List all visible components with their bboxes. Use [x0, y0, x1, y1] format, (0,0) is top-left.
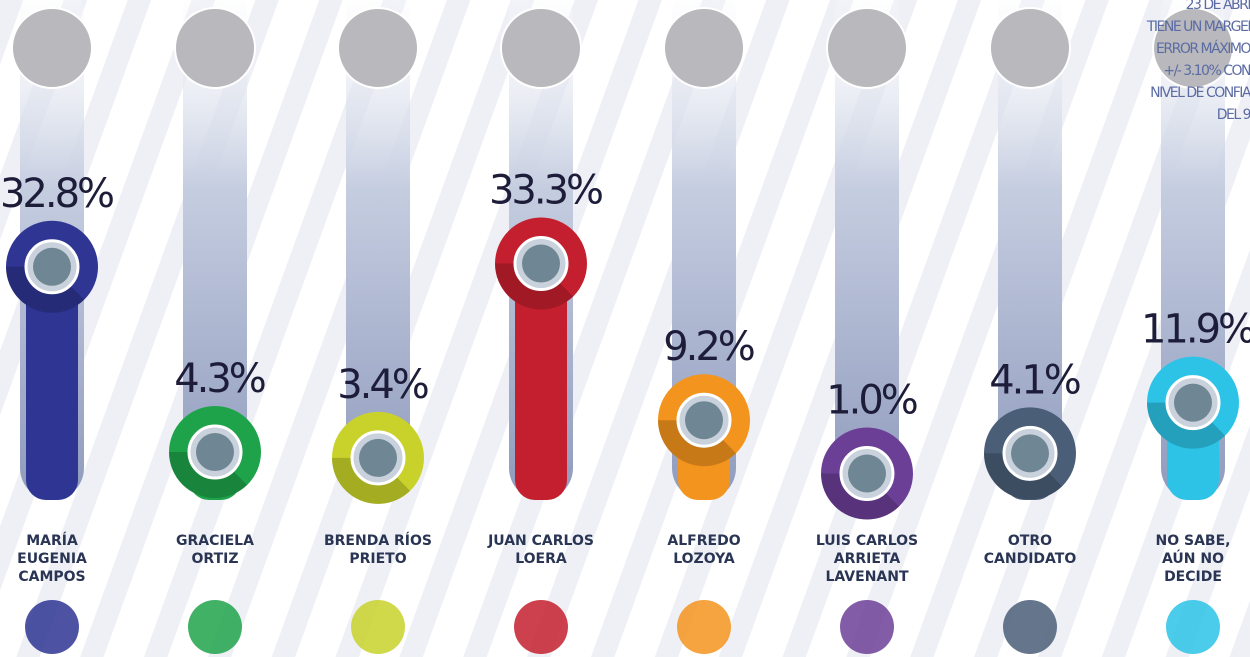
category-label: LUIS CARLOS ARRIETA LAVENANT	[812, 532, 922, 586]
candidate-photo	[338, 8, 418, 88]
pin-core	[522, 245, 560, 283]
pin-core	[685, 401, 723, 439]
note-line: DEL 9	[1147, 104, 1250, 126]
value-label: 1.0%	[826, 378, 917, 424]
category-label: JUAN CARLOS LOERA	[486, 532, 596, 568]
note-line: TIENE UN MARGEI	[1147, 16, 1250, 38]
pin-core	[33, 248, 71, 286]
party-logo	[840, 600, 894, 654]
category-label: GRACIELA ORTIZ	[160, 532, 270, 568]
candidate-photo	[175, 8, 255, 88]
pin-core	[359, 439, 397, 477]
candidate-photo	[664, 8, 744, 88]
candidate-photo	[990, 8, 1070, 88]
note-line: ERROR MÁXIMO	[1147, 38, 1250, 60]
value-label: 3.4%	[337, 362, 428, 408]
candidate-photo	[12, 8, 92, 88]
value-label: 4.3%	[174, 356, 265, 402]
note-line: NIVEL DE CONFIA	[1147, 82, 1250, 104]
category-label: ALFREDO LOZOYA	[649, 532, 759, 568]
value-label: 32.8%	[0, 171, 113, 217]
value-label: 33.3%	[489, 168, 602, 214]
category-label: OTRO CANDIDATO	[975, 532, 1085, 568]
note-line: +/- 3.10% CON	[1147, 60, 1250, 82]
party-logo	[677, 600, 731, 654]
party-logo	[1166, 600, 1220, 654]
value-label: 9.2%	[663, 324, 754, 370]
party-logo	[1003, 600, 1057, 654]
value-label: 4.1%	[989, 357, 1080, 403]
party-logo	[25, 600, 79, 654]
candidate-photo	[501, 8, 581, 88]
infographic: 32.8% 4.3% 3.4% 33.3% 9.2% 1.0% 4.1% 11.9% 23 D…	[0, 0, 1250, 657]
value-label: 11.9%	[1141, 307, 1250, 353]
pin-core	[196, 433, 234, 471]
pin-core	[848, 455, 886, 493]
note-line: 23 DE ABRI	[1147, 0, 1250, 16]
category-label: NO SABE, AÚN NO DECIDE	[1138, 532, 1248, 586]
category-label: MARÍA EUGENIA CAMPOS	[0, 532, 107, 586]
party-logo	[351, 600, 405, 654]
candidate-photo	[827, 8, 907, 88]
party-logo	[514, 600, 568, 654]
category-label: BRENDA RÍOS PRIETO	[323, 532, 433, 568]
pin-core	[1011, 434, 1049, 472]
party-logo	[188, 600, 242, 654]
pin-core	[1174, 384, 1212, 422]
